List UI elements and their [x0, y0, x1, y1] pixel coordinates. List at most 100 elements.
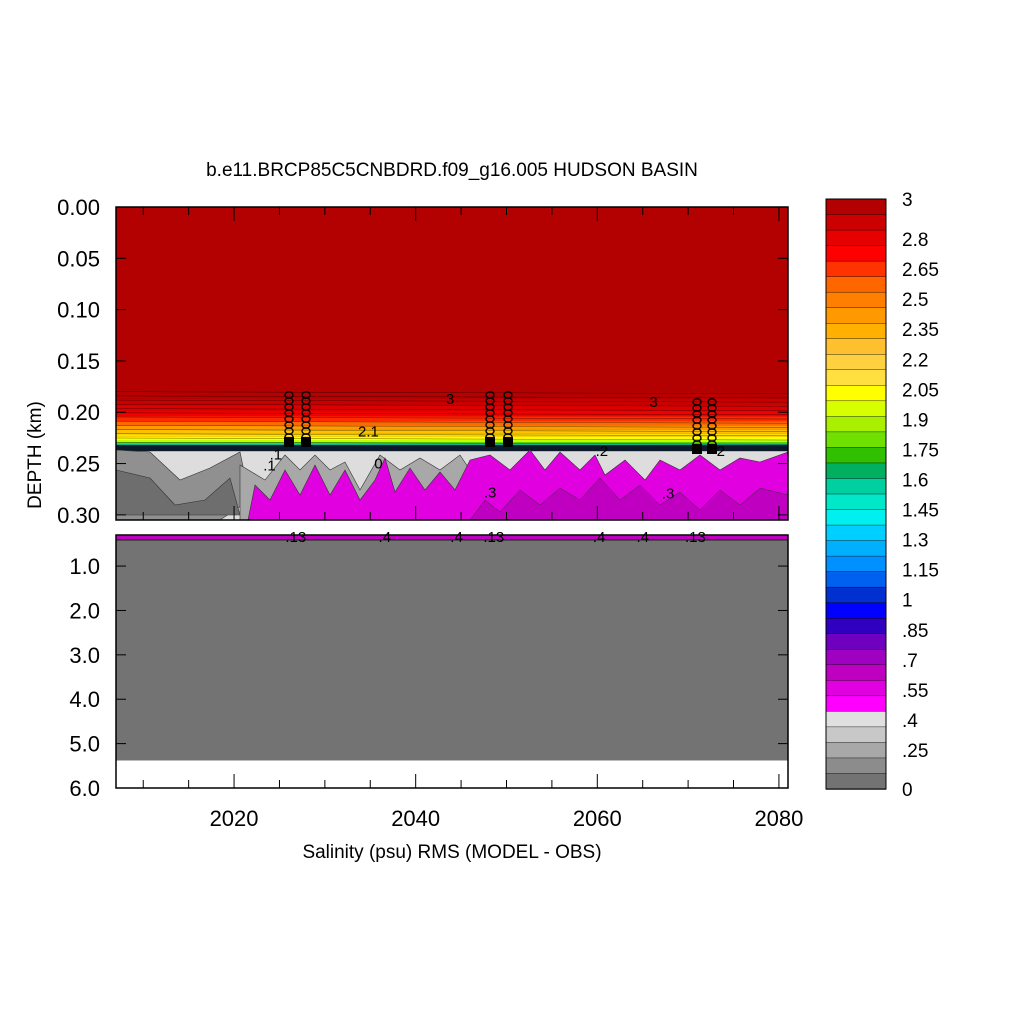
contour-line [115, 412, 789, 416]
colorbar-swatch [825, 307, 887, 324]
darker-grey-region [115, 469, 241, 516]
contour-label-cluster [707, 398, 717, 454]
lower-panel-frame [115, 534, 789, 789]
deep-field-grey [116, 535, 788, 761]
colorbar-label: 2.65 [902, 260, 939, 281]
contour-label: 0 [374, 456, 382, 473]
upper-band [116, 425, 788, 430]
contour-line [115, 404, 789, 407]
upper-band [116, 433, 788, 437]
lower-y-tick-label: 6.0 [69, 776, 100, 801]
colorbar-frame [825, 198, 887, 790]
contour-label: .3 [662, 485, 675, 502]
colorbar-label: 1.6 [902, 471, 928, 492]
colorbar-swatch [825, 540, 887, 557]
upper-band [116, 416, 788, 422]
upper-y-tick-label: 0.15 [57, 349, 100, 374]
colorbar-swatch [825, 493, 887, 511]
contour-label: .4 [379, 529, 392, 546]
contour-line [115, 408, 789, 411]
contour-line [115, 437, 789, 441]
contour-label: .1 [263, 458, 276, 475]
colorbar-label: 1 [902, 591, 913, 612]
colorbar-swatch [825, 649, 887, 666]
colorbar-swatch [825, 555, 887, 573]
x-tick-label: 2020 [210, 806, 259, 831]
lower-y-tick-label: 3.0 [69, 643, 100, 668]
colorbar-label: .55 [902, 681, 928, 702]
colorbar-swatch [825, 571, 887, 588]
colorbar-swatch [825, 478, 887, 495]
y-axis-label: DEPTH (km) [25, 401, 46, 509]
colorbar-label: 2.5 [902, 290, 928, 311]
colorbar-label: .7 [902, 651, 918, 672]
contour-label-cluster [284, 391, 294, 447]
colorbar-label: 0 [902, 780, 913, 801]
deep-surface-magenta [116, 536, 788, 540]
contour-line [115, 425, 789, 428]
colorbar-swatch [825, 229, 887, 247]
colorbar-label: 3 [902, 190, 913, 211]
contour-label: 3 [446, 391, 454, 408]
colorbar-label: 2.2 [902, 350, 928, 371]
contour-label-cluster [485, 391, 495, 447]
contour-label: 2 [717, 443, 725, 460]
contour-label-cluster [301, 391, 311, 447]
upper-band [116, 398, 788, 406]
chart-title: b.e11.BRCP85C5CNBDRD.f09_g16.005 HUDSON … [206, 160, 698, 181]
colorbar-swatch [825, 618, 887, 635]
lower-panel: 1.0 2.0 3.0 4.0 5.0 6.0 2020 2040 2060 2080 [69, 534, 803, 831]
colorbar-swatch [825, 602, 887, 619]
contour-label: .2 [596, 443, 609, 460]
colorbar-swatch [825, 385, 887, 402]
upper-band [116, 391, 788, 399]
colorbar-swatch [825, 447, 887, 464]
lower-y-tick-label: 2.0 [69, 598, 100, 623]
lower-y-tick-label: 1.0 [69, 554, 100, 579]
colorbar-swatch [825, 260, 887, 278]
colorbar-swatch [825, 338, 887, 355]
contour-line [115, 429, 789, 432]
colorbar-label: .85 [902, 621, 928, 642]
contour-label: .4 [593, 529, 606, 546]
upper-panel: 0.00 0.05 0.10 0.15 0.20 0.25 0.30 [57, 195, 789, 528]
upper-band [116, 421, 788, 426]
contour-label: 2.1 [358, 424, 379, 441]
x-axis-label: Salinity (psu) RMS (MODEL - OBS) [302, 842, 601, 863]
colorbar-swatch [825, 291, 887, 309]
contour-line [115, 395, 789, 399]
contour-label: .4 [636, 529, 649, 546]
colorbar-label: 1.9 [902, 410, 928, 431]
magenta-dark-region [469, 477, 789, 521]
upper-y-tick-label: 0.10 [57, 298, 100, 323]
upper-band [116, 440, 788, 443]
upper-panel-frame [115, 206, 789, 521]
colorbar-swatch [825, 245, 887, 262]
colorbar-swatch [825, 726, 887, 744]
colorbar-label: .25 [902, 741, 928, 762]
colorbar-label: 1.15 [902, 561, 939, 582]
colorbar-swatch [825, 633, 887, 650]
contour-label-cluster [503, 391, 513, 447]
colorbar-swatch [825, 773, 887, 790]
lower-y-tick-label: 4.0 [69, 687, 100, 712]
upper-band [116, 405, 788, 412]
upper-band [116, 436, 788, 440]
colorbar-label: 2.05 [902, 380, 939, 401]
contour-label: .13 [685, 529, 706, 546]
contour-label: .4 [450, 529, 463, 546]
colorbar-swatch [825, 711, 887, 728]
contour-label: .3 [484, 484, 497, 501]
colorbar-swatch [825, 742, 887, 759]
colorbar-swatch [825, 416, 887, 433]
dark-interface-band [116, 445, 788, 452]
contour-label: .1 [270, 446, 283, 463]
upper-y-tick-label: 0.05 [57, 246, 100, 271]
colorbar-swatch [825, 354, 887, 371]
colorbar-swatch [825, 695, 887, 713]
colorbar-swatch [825, 664, 887, 682]
upper-band [116, 429, 788, 434]
upper-y-tick-label: 0.20 [57, 400, 100, 425]
colorbar-label: 2.8 [902, 230, 928, 251]
